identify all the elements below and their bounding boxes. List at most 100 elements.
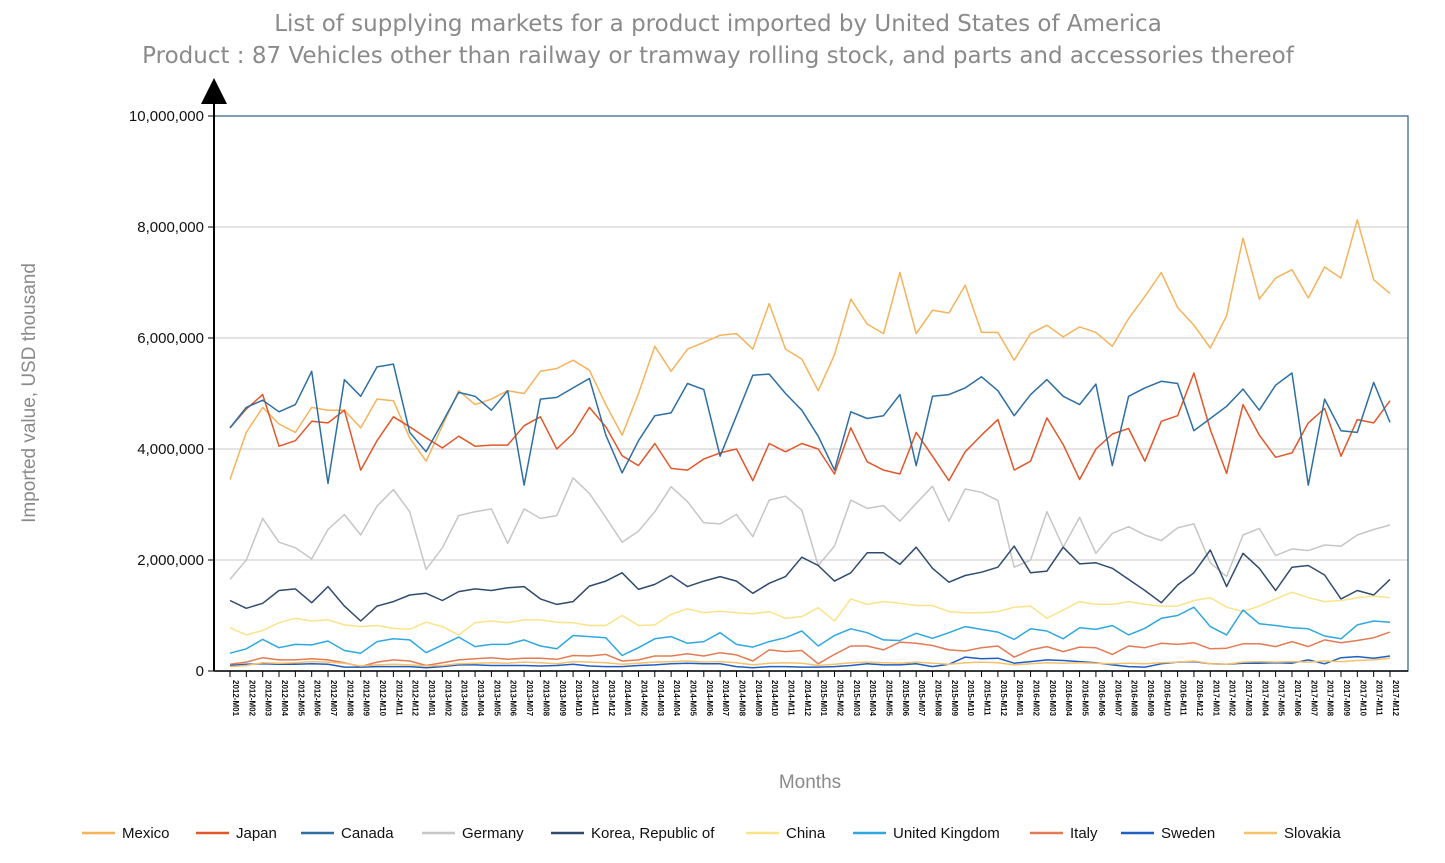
x-tick-label: 2013-M01 xyxy=(427,680,436,717)
x-tick-label: 2014-M10 xyxy=(770,680,779,717)
y-axis-ticks: 0 2,000,000 4,000,000 6,000,000 8,000,000 10,… xyxy=(129,108,214,680)
x-tick-label: 2016-M05 xyxy=(1081,680,1090,717)
x-tick-label: 2012-M12 xyxy=(411,680,420,717)
x-tick-label: 2012-M09 xyxy=(362,680,371,717)
x-tick-label: 2013-M10 xyxy=(574,680,583,717)
x-tick-label: 2017-M04 xyxy=(1260,680,1269,717)
x-tick-label: 2017-M08 xyxy=(1326,680,1335,717)
x-tick-label: 2016-M12 xyxy=(1195,680,1204,717)
y-tick-label: 2,000,000 xyxy=(137,552,204,569)
y-tick-label: 0 xyxy=(196,663,204,680)
x-tick-label: 2012-M02 xyxy=(247,680,256,717)
x-tick-label: 2017-M11 xyxy=(1375,680,1384,716)
x-tick-label: 2015-M09 xyxy=(950,680,959,717)
x-tick-label: 2014-M06 xyxy=(705,680,714,717)
x-axis-label: Months xyxy=(779,772,841,793)
x-tick-label: 2014-M05 xyxy=(688,680,697,717)
x-tick-label: 2012-M05 xyxy=(296,680,305,717)
x-tick-label: 2016-M08 xyxy=(1130,680,1139,717)
x-tick-label: 2012-M01 xyxy=(231,680,240,717)
x-tick-label: 2013-M07 xyxy=(525,680,534,717)
x-tick-label: 2016-M06 xyxy=(1097,680,1106,717)
x-tick-label: 2015-M03 xyxy=(852,680,861,717)
x-tick-label: 2016-M09 xyxy=(1146,680,1155,717)
x-tick-label: 2016-M04 xyxy=(1064,680,1073,717)
x-tick-label: 2017-M06 xyxy=(1293,680,1302,717)
legend-label: Germany xyxy=(462,825,524,842)
series-line xyxy=(229,606,1391,657)
series-line xyxy=(229,219,1391,480)
x-tick-label: 2013-M11 xyxy=(590,680,599,716)
x-tick-label: 2016-M10 xyxy=(1162,680,1171,717)
x-tick-label: 2013-M02 xyxy=(443,680,452,717)
x-tick-label: 2016-M02 xyxy=(1032,680,1041,717)
x-tick-label: 2012-M07 xyxy=(329,680,338,717)
x-tick-label: 2014-M03 xyxy=(656,680,665,717)
y-tick-label: 6,000,000 xyxy=(137,330,204,347)
series-line xyxy=(229,657,1391,668)
x-tick-label: 2015-M11 xyxy=(983,680,992,716)
chart-title: List of supplying markets for a product … xyxy=(274,11,1162,37)
legend-label: China xyxy=(786,825,826,842)
x-tick-label: 2014-M02 xyxy=(639,680,648,717)
x-tick-label: 2017-M01 xyxy=(1211,680,1220,717)
x-tick-label: 2014-M12 xyxy=(803,680,812,717)
x-tick-label: 2013-M06 xyxy=(509,680,518,717)
series-line xyxy=(229,363,1391,486)
y-tick-label: 4,000,000 xyxy=(137,441,204,458)
x-tick-label: 2012-M11 xyxy=(394,680,403,716)
series-line xyxy=(229,372,1391,482)
plot-area-border xyxy=(213,115,1409,672)
legend: Mexico Japan Canada Germany Korea, Republic … xyxy=(82,825,1341,842)
x-tick-label: 2014-M09 xyxy=(754,680,763,717)
x-axis-ticks: 2012-M01 2012-M02 2012-M03 2012-M04 2012-M05… xyxy=(229,671,1400,717)
x-tick-label: 2012-M10 xyxy=(378,680,387,717)
y-axis-label: Imported value, USD thousand xyxy=(19,263,40,523)
x-tick-label: 2017-M02 xyxy=(1228,680,1237,717)
x-tick-label: 2017-M09 xyxy=(1342,680,1351,717)
series-line xyxy=(229,631,1391,668)
series-lines xyxy=(229,219,1391,669)
y-tick-label: 10,000,000 xyxy=(129,108,204,125)
x-tick-label: 2015-M08 xyxy=(934,680,943,717)
x-tick-label: 2015-M05 xyxy=(885,680,894,717)
y-axis-arrow-icon xyxy=(201,78,227,104)
x-tick-label: 2016-M11 xyxy=(1179,680,1188,716)
x-tick-label: 2015-M06 xyxy=(901,680,910,717)
legend-label: Mexico xyxy=(122,825,170,842)
x-tick-label: 2015-M02 xyxy=(836,680,845,717)
x-tick-label: 2012-M08 xyxy=(345,680,354,717)
x-tick-label: 2017-M07 xyxy=(1309,680,1318,717)
x-tick-label: 2016-M01 xyxy=(1015,680,1024,717)
x-tick-label: 2014-M11 xyxy=(786,680,795,716)
x-tick-label: 2017-M05 xyxy=(1277,680,1286,717)
x-tick-label: 2015-M01 xyxy=(819,680,828,717)
legend-label: Slovakia xyxy=(1284,825,1341,842)
x-tick-label: 2017-M03 xyxy=(1244,680,1253,717)
x-tick-label: 2014-M07 xyxy=(721,680,730,717)
x-tick-label: 2015-M10 xyxy=(966,680,975,717)
x-tick-label: 2013-M05 xyxy=(492,680,501,717)
x-tick-label: 2013-M08 xyxy=(541,680,550,717)
x-tick-label: 2012-M06 xyxy=(313,680,322,717)
x-tick-label: 2013-M04 xyxy=(476,680,485,717)
legend-label: United Kingdom xyxy=(893,825,1000,842)
legend-label: Korea, Republic of xyxy=(591,825,715,842)
legend-label: Japan xyxy=(236,825,277,842)
y-tick-label: 8,000,000 xyxy=(137,219,204,236)
x-tick-label: 2017-M10 xyxy=(1358,680,1367,717)
x-tick-label: 2013-M03 xyxy=(460,680,469,717)
x-tick-label: 2014-M01 xyxy=(623,680,632,717)
x-tick-label: 2013-M09 xyxy=(558,680,567,717)
legend-label: Italy xyxy=(1070,825,1098,842)
x-tick-label: 2014-M08 xyxy=(737,680,746,717)
x-tick-label: 2016-M07 xyxy=(1113,680,1122,717)
series-line xyxy=(229,545,1391,622)
x-tick-label: 2012-M03 xyxy=(264,680,273,717)
x-tick-label: 2015-M04 xyxy=(868,680,877,717)
x-tick-label: 2014-M04 xyxy=(672,680,681,717)
legend-label: Canada xyxy=(341,825,394,842)
series-line xyxy=(229,591,1391,636)
x-tick-label: 2016-M03 xyxy=(1048,680,1057,717)
